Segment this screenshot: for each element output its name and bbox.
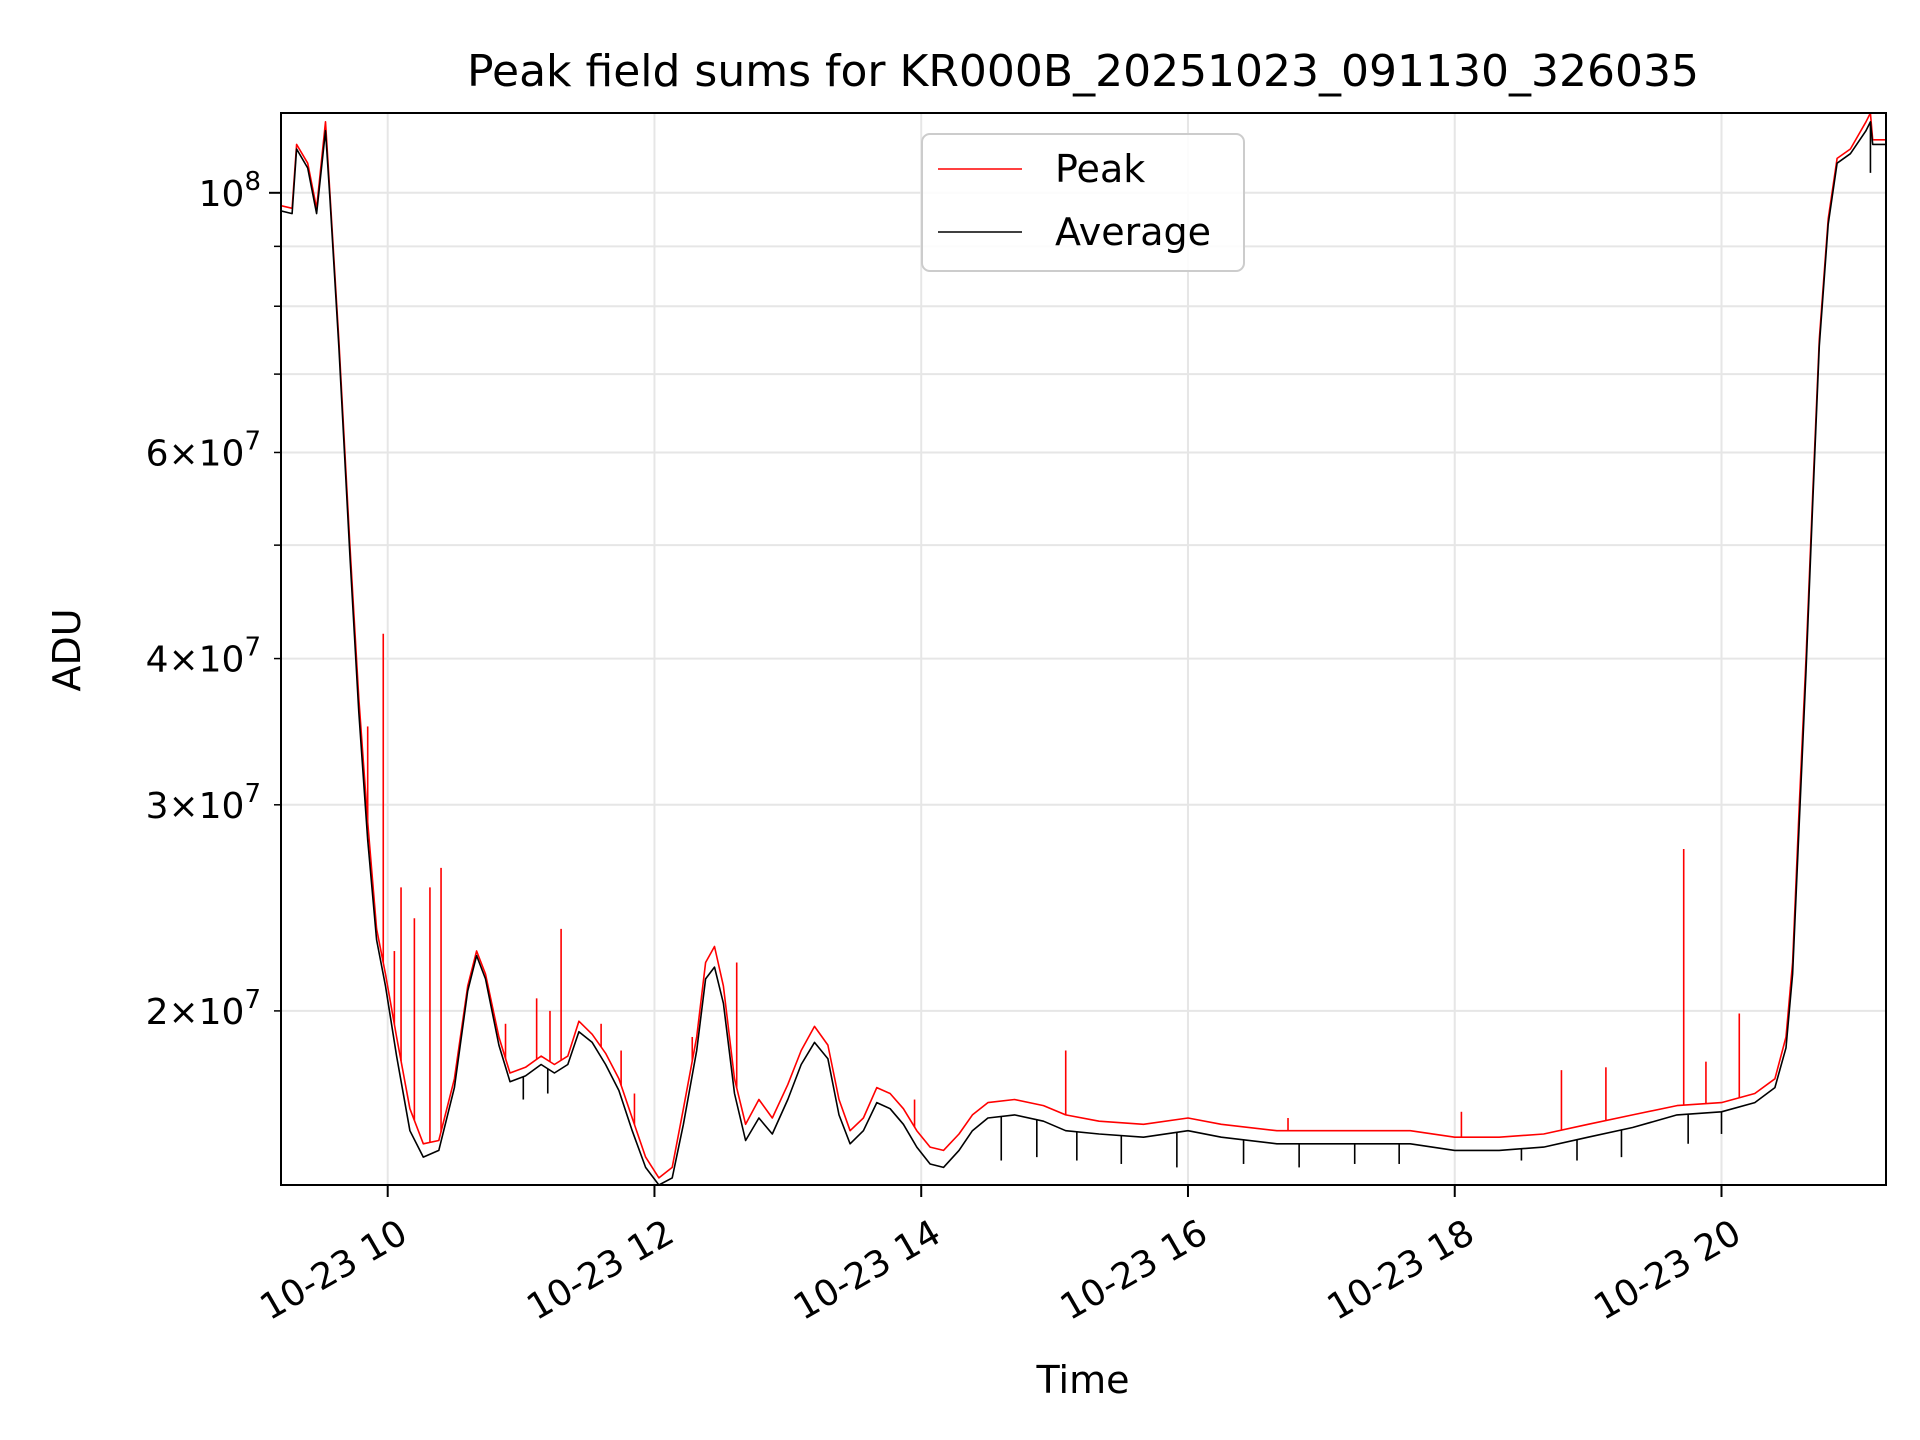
y-tick-exponent: 7	[244, 779, 261, 809]
y-tick-base: 10	[199, 433, 245, 474]
average-dips	[522, 121, 1872, 1168]
y-tick-base: 10	[199, 786, 245, 827]
y-axis-title: ADU	[45, 608, 89, 691]
y-tick-base: 10	[199, 640, 245, 681]
plot-frame	[280, 112, 1887, 1186]
legend-label-peak: Peak	[1055, 147, 1145, 191]
y-tick-times: ×	[168, 992, 198, 1033]
y-tick-exponent: 8	[244, 167, 261, 197]
peak-spikes	[366, 633, 1792, 1143]
y-tick-mantissa: 2	[146, 992, 169, 1033]
x-axis-title: Time	[1036, 1358, 1130, 1402]
y-tick-exponent: 7	[244, 633, 261, 663]
y-tick-base: 10	[199, 992, 245, 1033]
y-tick-label: 4×107	[146, 633, 261, 681]
y-tick-label: 108	[199, 167, 261, 215]
y-tick-base: 10	[199, 174, 245, 215]
y-tick-exponent: 7	[244, 985, 261, 1015]
y-tick-mantissa: 4	[146, 640, 169, 681]
y-tick-times: ×	[168, 433, 198, 474]
y-tick-label: 3×107	[146, 779, 261, 827]
y-tick-mantissa: 3	[146, 786, 169, 827]
y-tick-exponent: 7	[244, 426, 261, 456]
chart-title: Peak field sums for KR000B_20251023_0911…	[467, 46, 1699, 97]
y-tick-mantissa: 6	[146, 433, 169, 474]
series-line-average	[281, 121, 1886, 1185]
y-tick-times: ×	[168, 786, 198, 827]
y-tick-label: 6×107	[146, 426, 261, 474]
y-tick-times: ×	[168, 640, 198, 681]
legend-label-average: Average	[1055, 210, 1211, 254]
legend: Peak Average	[921, 133, 1245, 272]
y-tick-label: 2×107	[146, 985, 261, 1033]
